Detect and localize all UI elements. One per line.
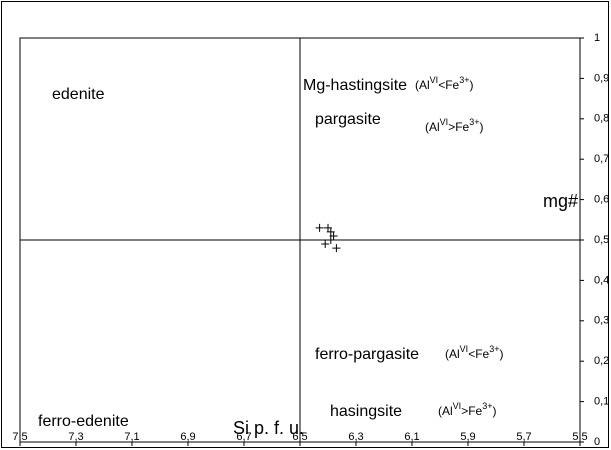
x-tick-label: 6,7 [236,431,251,443]
y-tick-label: 0,2 [594,355,609,367]
y-tick-label: 1 [594,32,600,44]
superscript: 3+ [489,344,499,354]
point [332,244,341,253]
condition-part: ) [469,78,473,92]
x-tick-label: 7,1 [124,431,139,443]
x-tick-label: 6,3 [348,431,363,443]
region-condition: (AlVI<Fe3+) [445,344,503,361]
y-tick-label: 0 [594,436,600,448]
condition-part: ) [479,120,483,134]
condition-part: ) [499,347,503,361]
x-tick-label: 6,9 [180,431,195,443]
x-tick-label: 5,7 [516,431,531,443]
superscript: VI [453,401,462,411]
region-label: pargasite [315,111,381,128]
y-tick-label: 0,1 [594,396,609,408]
point [326,236,335,244]
superscript: VI [460,344,469,354]
y-tick-label: 0,5 [594,234,609,246]
condition-part: <Fe [438,78,459,92]
condition-part: (Al [425,120,440,134]
y-tick-label: 0,4 [594,274,609,286]
condition-part: <Fe [468,347,489,361]
region-label: ferro-edenite [38,413,129,430]
region-label: Mg-hastingsite [303,77,407,94]
y-tick-label: 0,9 [594,72,609,84]
x-tick-label: 5,5 [572,431,587,443]
region-condition: (AlVI>Fe3+) [425,117,483,134]
point [324,223,332,232]
superscript: VI [440,117,449,127]
x-axis-label: Si p. f. u. [233,418,304,438]
x-tick-label: 6,1 [404,431,419,443]
point [321,240,330,249]
y-axis-label: mg# [543,191,578,211]
region-label: hasingsite [330,403,402,420]
region-label: ferro-pargasite [315,346,419,363]
condition-part: (Al [438,404,453,418]
point [326,227,335,236]
condition-part: >Fe [461,404,482,418]
point [315,223,324,232]
superscript: 3+ [482,401,492,411]
condition-part: (Al [445,347,460,361]
superscript: 3+ [459,75,469,85]
y-tick-label: 0,8 [594,113,609,125]
x-tick-label: 7,3 [68,431,83,443]
x-tick-label: 5,9 [460,431,475,443]
region-condition: (AlVI<Fe3+) [415,75,473,92]
condition-part: (Al [415,78,430,92]
point [329,231,338,240]
superscript: 3+ [469,117,479,127]
superscript: VI [430,75,439,85]
region-label: edenite [52,86,105,103]
region-condition: (AlVI>Fe3+) [438,401,496,418]
condition-part: >Fe [448,120,469,134]
y-tick-label: 0,6 [594,194,609,206]
x-tick-label: 7,5 [12,431,27,443]
y-tick-label: 0,7 [594,153,609,165]
y-tick-label: 0,3 [594,315,609,327]
condition-part: ) [492,404,496,418]
